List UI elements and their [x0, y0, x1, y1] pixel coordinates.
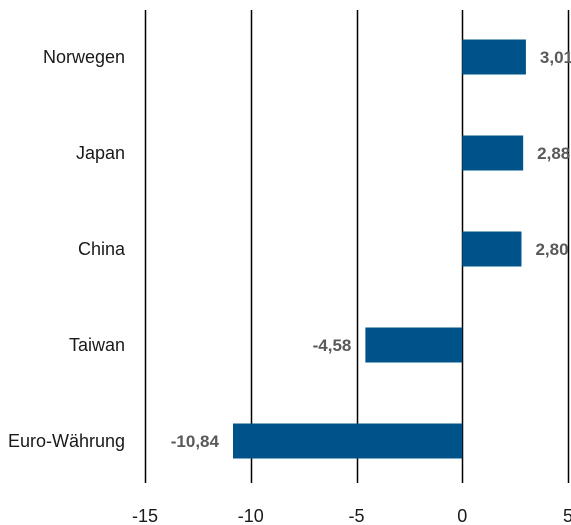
- bar: [462, 39, 526, 75]
- category-label: China: [78, 239, 126, 259]
- data-label: -10,84: [171, 432, 220, 451]
- gridlines: [144, 10, 570, 483]
- x-tick-label: -10: [238, 506, 264, 525]
- x-axis-tick-labels: -15 -10 -5 0 5: [132, 506, 571, 525]
- bars: [232, 39, 526, 459]
- bar: [232, 423, 463, 459]
- bar: [462, 135, 524, 171]
- data-label: 3,01: [540, 48, 571, 67]
- x-tick-label: -15: [132, 506, 158, 525]
- value-labels: 3,01 2,88 2,80 -4,58 -10,84: [171, 48, 571, 451]
- category-labels: Norwegen Japan China Taiwan Euro-Währung: [8, 47, 126, 451]
- bar: [365, 327, 463, 363]
- data-label: 2,88: [537, 144, 570, 163]
- bar: [462, 231, 522, 267]
- category-label: Japan: [76, 143, 125, 163]
- category-label: Norwegen: [43, 47, 125, 67]
- data-label: 2,80: [535, 240, 568, 259]
- data-label: -4,58: [313, 336, 352, 355]
- category-label: Euro-Währung: [8, 431, 125, 451]
- category-label: Taiwan: [69, 335, 125, 355]
- x-tick-label: -5: [348, 506, 364, 525]
- x-tick-label: 5: [563, 506, 571, 525]
- x-tick-label: 0: [457, 506, 467, 525]
